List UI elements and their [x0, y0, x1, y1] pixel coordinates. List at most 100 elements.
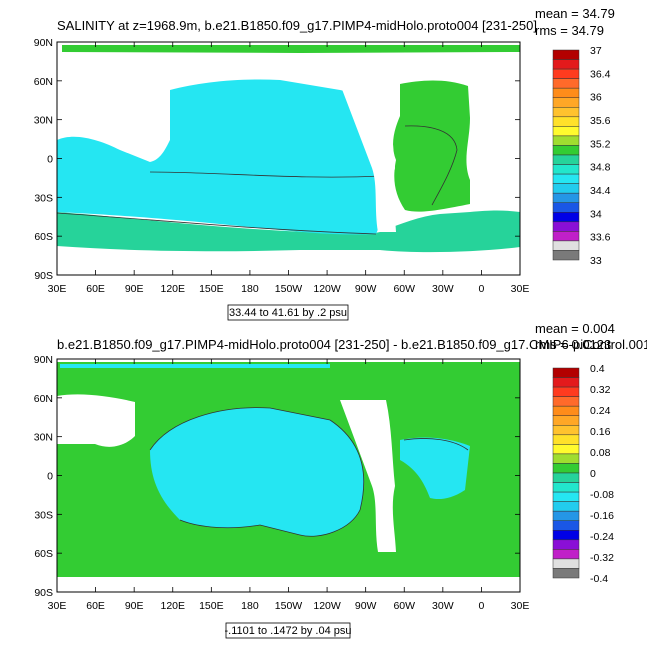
panel-1-title: SALINITY at z=1968.9m, b.e21.B1850.f09_g… — [57, 18, 537, 33]
panel-1-region-atlantic-high — [393, 80, 470, 212]
panel-2-x-tick-label: 30E — [48, 600, 67, 612]
panel-2-y-tick-label: 30S — [34, 509, 53, 521]
panel-1-colorbar-swatch — [552, 154, 580, 165]
panel-2-land-america — [340, 400, 396, 552]
panel-2-colorbar-swatch — [552, 491, 580, 502]
panel-1-subtitle: 33.44 to 41.61 by .2 psu — [229, 307, 347, 319]
panel-2-colorbar-swatch — [552, 520, 580, 531]
panel-2-colorbar-label: 0.4 — [590, 363, 605, 375]
panel-2-x-tick-label: 120E — [160, 600, 185, 612]
panel-1-colorbar-swatch — [552, 97, 580, 108]
panel-2-colorbar-swatch — [552, 453, 580, 464]
panel-1-x-tick-label: 150E — [199, 283, 224, 295]
panel-1-y-tick-label: 90N — [34, 37, 53, 49]
panel-2-colorbar-swatch — [552, 377, 580, 388]
panel-1-colorbar-label: 37 — [590, 45, 602, 57]
panel-2-region-atlantic-negative — [400, 437, 470, 500]
panel-1-colorbar-swatch — [552, 164, 580, 175]
panel-1-x-tick-label: 120E — [160, 283, 185, 295]
panel-2-colorbar-label: -0.08 — [590, 489, 614, 501]
panel-1-colorbar-swatch — [552, 173, 580, 184]
panel-1-colorbar-swatch — [552, 49, 580, 60]
panel-2-colorbar-swatch — [552, 415, 580, 426]
panel-1-map — [57, 45, 520, 253]
panel-2-colorbar-label: 0.24 — [590, 405, 611, 417]
panel-1-y-tick-label: 60S — [34, 231, 53, 243]
panel-2-colorbar-swatch — [552, 539, 580, 550]
panel-2-x-tick-label: 120W — [313, 600, 341, 612]
panel-2-colorbar-label: 0.08 — [590, 447, 611, 459]
panel-1-x-ticks: 30E 60E 90E 120E 150E 180 150W 120W 90W 60W 30W 0 30… — [48, 42, 529, 295]
panel-2-colorbar-swatch — [552, 549, 580, 560]
panel-1-colorbar-label: 35.2 — [590, 138, 611, 150]
panel-2-x-tick-label: 90W — [355, 600, 377, 612]
panel-1-colorbar: 37 36.4 36 35.6 35.2 34.8 34.4 34 33.6 33 — [552, 45, 611, 267]
panel-1-colorbar-swatch — [552, 212, 580, 223]
panel-1-region-southern-ocean — [57, 210, 520, 253]
panel-1-colorbar-swatch — [552, 240, 580, 251]
panel-2-x-tick-label: 90E — [125, 600, 144, 612]
panel-2-subtitle: -.1101 to .1472 by .04 psu — [225, 625, 352, 637]
panel-1-colorbar-label: 36.4 — [590, 68, 611, 80]
panel-2-stat-mean: mean = 0.004 — [535, 321, 615, 336]
panel-1-stat-mean: mean = 34.79 — [535, 6, 615, 21]
panel-1-y-tick-label: 30S — [34, 192, 53, 204]
panel-2-colorbar-swatch — [552, 501, 580, 512]
panel-2-region-negative-anomaly — [150, 407, 364, 537]
panel-2-y-tick-label: 90S — [34, 587, 53, 599]
panel-1-x-tick-label: 0 — [478, 283, 484, 295]
panel-1-y-tick-label: 30N — [34, 115, 53, 127]
panel-1-x-tick-label: 90E — [125, 283, 144, 295]
panel-2-x-tick-label: 0 — [478, 600, 484, 612]
panel-1-x-tick-label: 30W — [432, 283, 454, 295]
panel-2-colorbar-swatch — [552, 472, 580, 483]
panel-2-colorbar-swatch — [552, 568, 580, 579]
panel-2-x-tick-label: 60E — [86, 600, 105, 612]
panel-2-colorbar-label: -0.24 — [590, 531, 614, 543]
panel-2-x-tick-label: 30W — [432, 600, 454, 612]
panel-1-colorbar-label: 36 — [590, 92, 602, 104]
panel-2-colorbar-swatch — [552, 482, 580, 493]
panel-2-region-arctic-negative — [60, 364, 330, 368]
panel-1-colorbar-swatch — [552, 59, 580, 70]
panel-1-x-tick-label: 150W — [275, 283, 303, 295]
panel-1-colorbar-label: 34 — [590, 208, 602, 220]
panel-2-colorbar-label: -0.16 — [590, 510, 614, 522]
panel-1-x-tick-label: 180 — [241, 283, 259, 295]
panel-1-colorbar-swatch — [552, 231, 580, 242]
panel-2-colorbar-swatch — [552, 425, 580, 436]
panel-2-x-tick-label: 150W — [275, 600, 303, 612]
panel-1-colorbar-swatch — [552, 126, 580, 137]
panel-1: SALINITY at z=1968.9m, b.e21.B1850.f09_g… — [34, 6, 615, 321]
panel-1-contour — [57, 125, 458, 235]
panel-1-x-tick-label: 60W — [393, 283, 415, 295]
panel-1-land-africa — [57, 80, 135, 131]
panel-1-stat-rms: rms = 34.79 — [535, 23, 604, 38]
panel-2-colorbar-label: -0.32 — [590, 552, 614, 564]
panel-1-colorbar-swatch — [552, 202, 580, 213]
panel-1-colorbar-swatch — [552, 116, 580, 127]
panel-1-land-america — [340, 84, 396, 232]
panel-1-colorbar-swatch — [552, 68, 580, 79]
panel-2-x-tick-label: 180 — [241, 600, 259, 612]
panel-2-y-tick-label: 60S — [34, 548, 53, 560]
panel-2-stat-rms: rms = 0.0123 — [535, 337, 611, 352]
panel-2-y-tick-label: 90N — [34, 354, 53, 366]
panel-1-region-pacific-indian — [57, 79, 386, 235]
panel-2-x-tick-label: 150E — [199, 600, 224, 612]
panel-2-title: b.e21.B1850.f09_g17.PIMP4-midHolo.proto0… — [57, 337, 647, 352]
panel-2-y-tick-label: 60N — [34, 393, 53, 405]
panel-1-colorbar-swatch — [552, 135, 580, 146]
panel-2-colorbar-swatch — [552, 367, 580, 378]
panel-2-contour — [149, 407, 469, 537]
panel-1-colorbar-swatch — [552, 78, 580, 89]
panel-1-subtitle-box — [227, 304, 349, 321]
panel-2-colorbar-swatch — [552, 444, 580, 455]
panel-2-map — [57, 362, 520, 592]
panel-1-region-arctic — [62, 45, 520, 53]
panel-2-x-ticks: 30E 60E 90E 120E 150E 180 150W 120W 90W 60W 30W 0 30… — [48, 359, 529, 612]
panel-2-colorbar-swatch — [552, 558, 580, 569]
panel-2-colorbar-swatch — [552, 510, 580, 521]
panel-1-colorbar-swatch — [552, 87, 580, 98]
